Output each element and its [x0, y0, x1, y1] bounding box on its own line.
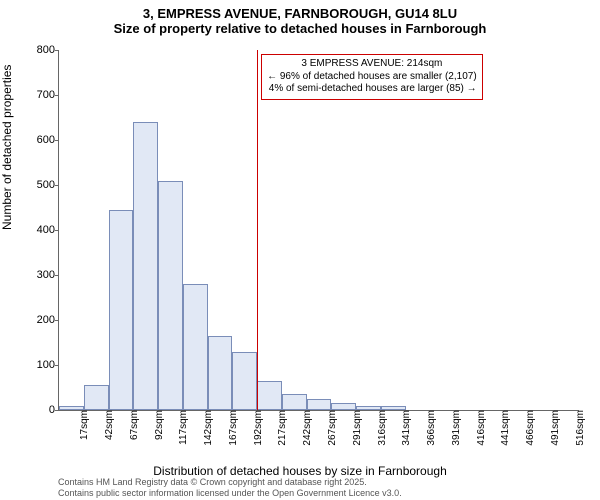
x-tick-label: 366sqm [424, 410, 437, 446]
x-tick-label: 416sqm [474, 410, 487, 446]
x-tick-label: 267sqm [325, 410, 338, 446]
annotation-line-1: 3 EMPRESS AVENUE: 214sqm [267, 58, 477, 71]
histogram-bar [257, 381, 282, 410]
y-tick-mark [55, 410, 59, 411]
x-tick-label: 192sqm [251, 410, 264, 446]
y-tick-mark [55, 365, 59, 366]
x-tick-label: 491sqm [548, 410, 561, 446]
x-tick-label: 117sqm [176, 410, 189, 445]
histogram-bar [158, 181, 183, 411]
y-axis-label: Number of detached properties [0, 65, 14, 230]
chart-container: 3, EMPRESS AVENUE, FARNBOROUGH, GU14 8LU… [0, 0, 600, 500]
y-tick-mark [55, 50, 59, 51]
y-tick-mark [55, 95, 59, 96]
x-tick-label: 92sqm [152, 410, 165, 440]
title-sub: Size of property relative to detached ho… [0, 21, 600, 36]
marker-line [257, 50, 258, 410]
x-tick-label: 441sqm [498, 410, 511, 446]
histogram-bar [282, 394, 307, 410]
y-tick-mark [55, 320, 59, 321]
x-tick-label: 242sqm [300, 410, 313, 446]
footer-attribution: Contains HM Land Registry data © Crown c… [58, 477, 402, 498]
histogram-bar [307, 399, 332, 410]
x-tick-label: 466sqm [523, 410, 536, 446]
histogram-bar [84, 385, 109, 410]
histogram-bar [109, 210, 134, 410]
title-main: 3, EMPRESS AVENUE, FARNBOROUGH, GU14 8LU [0, 0, 600, 21]
x-tick-label: 167sqm [226, 410, 239, 446]
footer-line-1: Contains HM Land Registry data © Crown c… [58, 477, 402, 487]
x-tick-label: 42sqm [102, 410, 115, 440]
chart-plot-area: 3 EMPRESS AVENUE: 214sqm ← 96% of detach… [58, 50, 579, 411]
x-tick-label: 391sqm [449, 410, 462, 446]
x-tick-label: 17sqm [77, 410, 90, 440]
y-tick-mark [55, 185, 59, 186]
footer-line-2: Contains public sector information licen… [58, 488, 402, 498]
y-tick-mark [55, 140, 59, 141]
annotation-line-2: ← 96% of detached houses are smaller (2,… [267, 71, 477, 84]
x-tick-label: 217sqm [275, 410, 288, 446]
x-tick-label: 341sqm [399, 410, 412, 446]
histogram-bar [208, 336, 233, 410]
annotation-line-3: 4% of semi-detached houses are larger (8… [267, 83, 477, 96]
histogram-bar [331, 403, 356, 410]
y-tick-mark [55, 275, 59, 276]
histogram-bar [133, 122, 158, 410]
histogram-bar [183, 284, 208, 410]
y-tick-mark [55, 230, 59, 231]
x-tick-label: 316sqm [375, 410, 388, 446]
x-tick-label: 142sqm [201, 410, 214, 446]
annotation-box: 3 EMPRESS AVENUE: 214sqm ← 96% of detach… [261, 54, 483, 100]
x-tick-label: 291sqm [350, 410, 363, 446]
x-tick-label: 67sqm [127, 410, 140, 440]
x-axis-label: Distribution of detached houses by size … [0, 464, 600, 478]
histogram-bar [232, 352, 257, 411]
x-tick-label: 516sqm [573, 410, 586, 446]
